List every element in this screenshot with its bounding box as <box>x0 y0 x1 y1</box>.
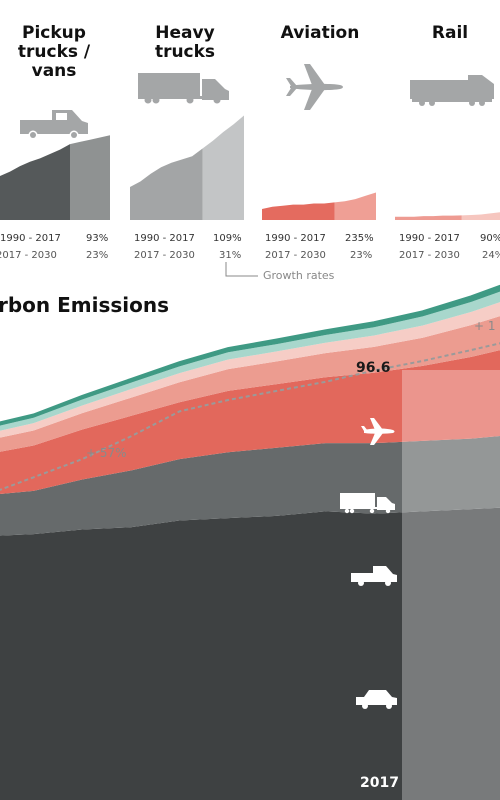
locomotive-icon <box>410 75 494 106</box>
section-title: rbon Emissions <box>0 293 170 317</box>
rate-past-rail: 90% <box>480 233 500 244</box>
airplane-icon <box>286 64 343 110</box>
area-series-1 <box>0 435 500 536</box>
panel-title-aviation: Aviation <box>280 23 360 43</box>
rate-future-label-aviation: 2017 - 2030 <box>265 250 326 261</box>
mini-chart-history-0 <box>0 144 70 220</box>
mini-chart-history-3 <box>395 215 462 220</box>
mini-charts <box>0 115 500 220</box>
rate-future-label-heavy-trucks: 2017 - 2030 <box>134 250 195 261</box>
total-2017-label: 96.6 <box>356 360 391 376</box>
year-2017-label: 2017 <box>360 775 399 791</box>
mini-chart-forecast-0 <box>70 135 110 220</box>
car-icon <box>356 690 397 709</box>
mini-chart-forecast-1 <box>202 115 244 220</box>
area-series-2 <box>0 350 500 495</box>
growth-past-label: + 57% <box>86 446 127 460</box>
growth-rates-label: Growth rates <box>263 269 335 282</box>
rate-future-label-pickup: 2017 - 2030 <box>0 250 57 261</box>
semi-truck-icon <box>138 73 229 104</box>
rate-future-label-rail: 2017 - 2030 <box>399 250 460 261</box>
area-series-3 <box>0 316 500 452</box>
rate-future-heavy-trucks: 31% <box>219 250 242 261</box>
area-series-5 <box>0 291 500 431</box>
pickup-truck-icon <box>20 110 88 140</box>
stack-top-line <box>0 284 500 425</box>
mini-chart-history-2 <box>262 202 335 220</box>
mini-chart-forecast-3 <box>461 212 500 220</box>
panel-title-heavy-trucks: Heavy trucks <box>154 23 216 62</box>
area-series-4 <box>0 302 500 438</box>
panel-title-rail: Rail <box>431 23 469 43</box>
pickup-truck-icon <box>351 566 397 586</box>
rate-past-aviation: 235% <box>345 233 374 244</box>
airplane-icon <box>361 418 395 445</box>
growth-rates-bracket <box>225 262 258 277</box>
mini-chart-history-1 <box>130 148 203 220</box>
forecast-shade <box>402 370 500 800</box>
panel-title-pickup: Pickup trucks / vans <box>17 23 91 81</box>
rate-future-rail: 24% <box>482 250 500 261</box>
rate-past-heavy-trucks: 109% <box>213 233 242 244</box>
rate-future-aviation: 23% <box>350 250 373 261</box>
rate-past-pickup: 93% <box>86 233 109 244</box>
rate-past-label-pickup: 1990 - 2017 <box>0 233 61 244</box>
rate-past-label-aviation: 1990 - 2017 <box>265 233 326 244</box>
growth-future-label: + 1 <box>474 319 496 333</box>
rate-past-label-heavy-trucks: 1990 - 2017 <box>134 233 195 244</box>
rate-future-pickup: 23% <box>86 250 109 261</box>
rate-past-label-rail: 1990 - 2017 <box>399 233 460 244</box>
semi-truck-icon <box>340 493 395 514</box>
mini-chart-forecast-2 <box>334 192 376 220</box>
